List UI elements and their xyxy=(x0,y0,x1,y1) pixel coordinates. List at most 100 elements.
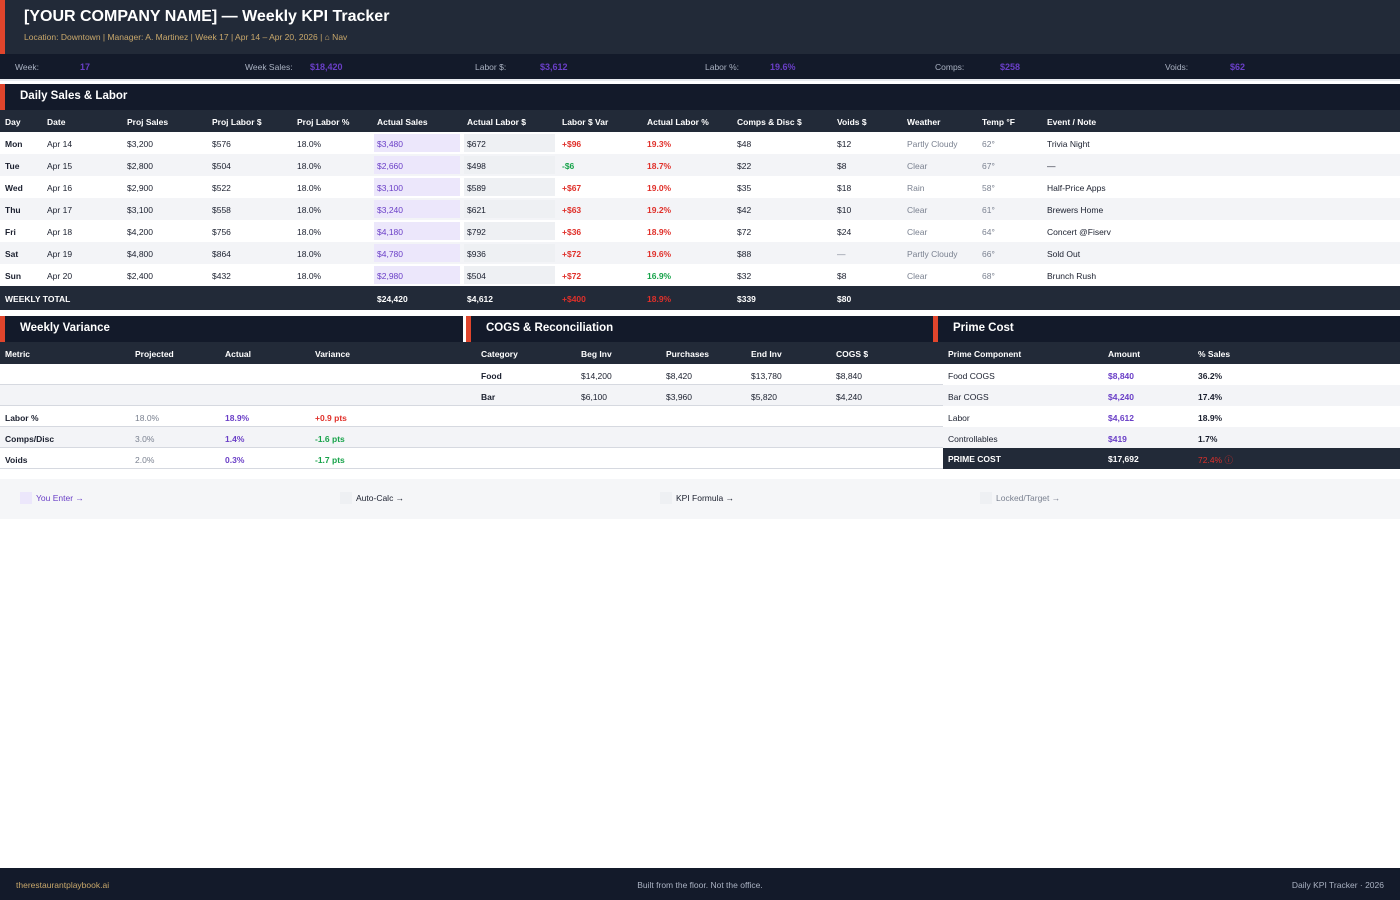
date-cell: Apr 19 xyxy=(47,249,73,259)
actual-labor-box xyxy=(464,134,555,152)
kpi-label: Voids: xyxy=(1165,62,1189,72)
footer-site-link[interactable]: therestaurantplaybook.ai xyxy=(16,880,110,890)
proj-pct-cell: 18.0% xyxy=(297,139,322,149)
kpi-week: Week: 17 xyxy=(0,54,230,81)
weather-cell: Partly Cloudy xyxy=(907,249,958,259)
beg-inv-cell: $6,100 xyxy=(581,392,607,402)
actual-sales-cell[interactable]: $2,980 xyxy=(377,271,403,281)
actual-sales-input[interactable] xyxy=(374,244,460,262)
date-cell: Apr 15 xyxy=(47,161,73,171)
kpi-value[interactable]: 19.6% xyxy=(770,62,796,72)
labor-var-cell: -$6 xyxy=(562,161,575,171)
proj-sales-cell: $2,400 xyxy=(127,271,153,281)
actual-sales-input[interactable] xyxy=(374,200,460,218)
actual-sales-cell[interactable]: $3,100 xyxy=(377,183,403,193)
day-cell: Thu xyxy=(5,205,21,215)
actual-labor-cell: $792 xyxy=(467,227,486,237)
component-cell: Labor xyxy=(948,413,970,423)
kpi-value[interactable]: $18,420 xyxy=(310,62,343,72)
component-cell: Bar COGS xyxy=(948,392,989,402)
kpi-label: Labor %: xyxy=(705,62,740,72)
cogs-cell: $4,240 xyxy=(836,392,862,402)
labor-var-cell: +$67 xyxy=(562,183,582,193)
prime-cost-total-row: PRIME COST $17,692 72.4% ⓘ xyxy=(943,448,1400,469)
prime-total-amount: $17,692 xyxy=(1108,454,1139,464)
table-row: Thu Apr 17 $3,100 $558 18.0% $3,240 $621… xyxy=(0,198,1400,220)
col-header: Labor $ Var xyxy=(562,117,609,127)
comps-cell: $72 xyxy=(737,227,752,237)
table-row: Bar COGS $4,240 17.4% xyxy=(943,385,1400,406)
amount-cell: $4,240 xyxy=(1108,392,1134,402)
actual-sales-input[interactable] xyxy=(374,178,460,196)
kpi-value[interactable]: $258 xyxy=(1000,62,1021,72)
actual-sales-cell[interactable]: $3,240 xyxy=(377,205,403,215)
comps-cell: $48 xyxy=(737,139,752,149)
variance-section-header: Weekly Variance xyxy=(0,316,463,342)
col-header: Actual Sales xyxy=(377,117,428,127)
pct-sales-cell: 36.2% xyxy=(1198,371,1223,381)
actual-labor-box xyxy=(464,156,555,174)
actual-sales-input[interactable] xyxy=(374,134,460,152)
cogs-section-header: COGS & Reconciliation xyxy=(466,316,933,342)
kpi-comps: Comps: $258 xyxy=(920,54,1150,81)
proj-pct-cell: 18.0% xyxy=(297,183,322,193)
actual-labor-box xyxy=(464,244,555,262)
total-actual-sales: $24,420 xyxy=(377,294,408,304)
actual-sales-input[interactable] xyxy=(374,156,460,174)
table-row: Fri Apr 18 $4,200 $756 18.0% $4,180 $792… xyxy=(0,220,1400,242)
actual-sales-cell[interactable]: $2,660 xyxy=(377,161,403,171)
end-inv-cell: $5,820 xyxy=(751,392,777,402)
col-header: Category xyxy=(481,349,518,359)
temp-cell: 62° xyxy=(982,139,995,149)
legend-label: Locked/Target → xyxy=(996,493,1061,503)
date-cell: Apr 17 xyxy=(47,205,73,215)
projected-cell: 18.0% xyxy=(135,413,160,423)
actual-sales-cell[interactable]: $4,780 xyxy=(377,249,403,259)
proj-labor-cell: $432 xyxy=(212,271,231,281)
temp-cell: 68° xyxy=(982,271,995,281)
legend-label: KPI Formula → xyxy=(676,493,735,503)
pct-sales-cell: 1.7% xyxy=(1198,434,1218,444)
empty-row xyxy=(470,448,943,469)
voids-cell: $18 xyxy=(837,183,852,193)
voids-cell: $8 xyxy=(837,271,847,281)
labor-var-cell: +$96 xyxy=(562,139,582,149)
actual-cell: 18.9% xyxy=(225,413,250,423)
actual-sales-input[interactable] xyxy=(374,222,460,240)
metric-cell: Comps/Disc xyxy=(5,434,55,444)
date-cell: Apr 14 xyxy=(47,139,73,149)
footer-tagline: Built from the floor. Not the office. xyxy=(637,880,763,890)
proj-pct-cell: 18.0% xyxy=(297,161,322,171)
actual-labor-cell: $504 xyxy=(467,271,486,281)
page-subtitle[interactable]: Location: Downtown | Manager: A. Martine… xyxy=(24,32,348,42)
weather-cell: Clear xyxy=(907,227,928,237)
proj-labor-cell: $558 xyxy=(212,205,231,215)
voids-cell: $12 xyxy=(837,139,852,149)
kpi-value[interactable]: 17 xyxy=(80,62,91,72)
actual-pct-cell: 18.7% xyxy=(647,161,672,171)
section-title: Daily Sales & Labor xyxy=(20,90,128,102)
prime-section-header: Prime Cost xyxy=(933,316,1400,342)
kpi-value[interactable]: $62 xyxy=(1230,62,1246,72)
date-cell: Apr 18 xyxy=(47,227,73,237)
voids-cell: $10 xyxy=(837,205,852,215)
proj-sales-cell: $4,800 xyxy=(127,249,153,259)
note-cell: Brunch Rush xyxy=(1047,271,1097,281)
amount-cell: $419 xyxy=(1108,434,1127,444)
col-header: Voids $ xyxy=(837,117,867,127)
proj-sales-cell: $4,200 xyxy=(127,227,153,237)
comps-cell: $42 xyxy=(737,205,752,215)
actual-sales-cell[interactable]: $4,180 xyxy=(377,227,403,237)
section-title: Prime Cost xyxy=(953,322,1014,334)
legend-swatch xyxy=(660,492,672,504)
kpi-value[interactable]: $3,612 xyxy=(540,62,568,72)
actual-sales-input[interactable] xyxy=(374,266,460,284)
total-voids: $80 xyxy=(837,294,852,304)
empty-row xyxy=(0,385,470,406)
actual-sales-cell[interactable]: $3,480 xyxy=(377,139,403,149)
day-cell: Tue xyxy=(5,161,20,171)
page-header: [YOUR COMPANY NAME] — Weekly KPI Tracker… xyxy=(0,0,1400,54)
col-header: Actual Labor % xyxy=(647,117,709,127)
labor-var-cell: +$63 xyxy=(562,205,582,215)
col-header: Date xyxy=(47,117,66,127)
